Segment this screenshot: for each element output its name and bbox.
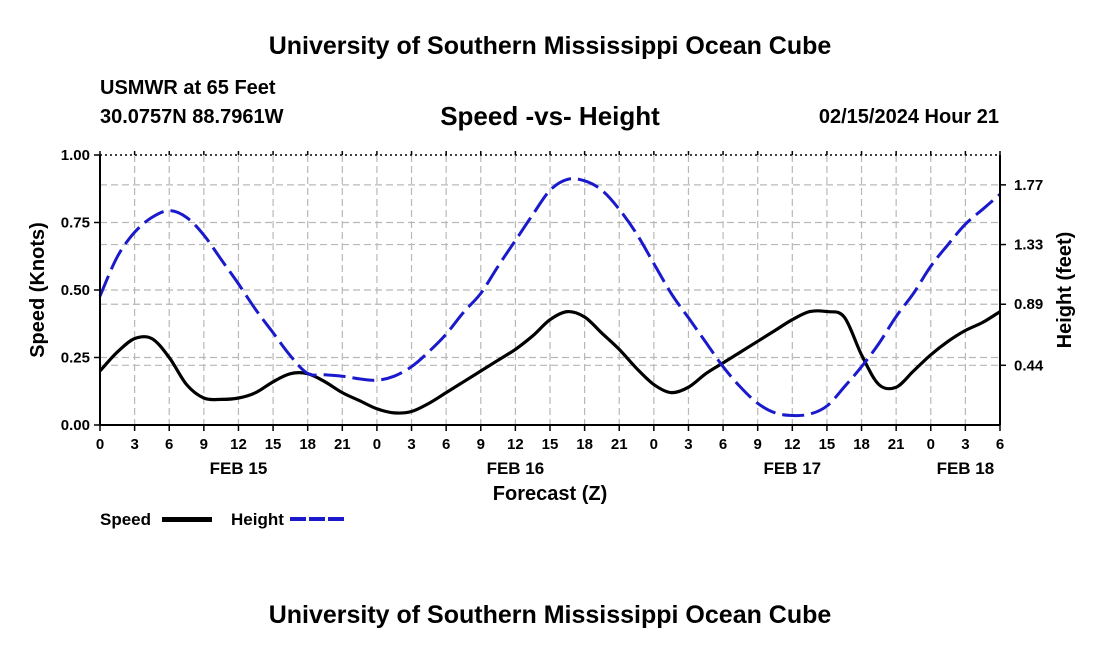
x-tick-label: 12 — [507, 436, 524, 453]
x-tick-label: 0 — [927, 436, 935, 453]
series-line-speed — [98, 309, 1001, 415]
x-tick-label: 3 — [684, 436, 692, 453]
x-tick-label: 6 — [442, 436, 450, 453]
y2-tick-label: 0.44 — [1014, 357, 1044, 374]
station-coordinates: 30.0757N 88.7961W — [100, 106, 284, 128]
series-layer — [98, 177, 1001, 418]
x-tick-label: 18 — [853, 436, 870, 453]
x-tick-label: 9 — [754, 436, 762, 453]
x-tick-label: 18 — [576, 436, 593, 453]
x-axis-title: Forecast (Z) — [493, 483, 607, 505]
y2-tick-label: 1.33 — [1014, 237, 1043, 254]
label-layer: 0 3 6 9 12 15 18 21 0 3 6 9 12 15 18 21 0 3 6 9 12 15 18 21 0 3 6F… — [27, 147, 1076, 505]
date-label: FEB 16 — [487, 459, 545, 478]
legend-speed-label: Speed — [100, 510, 152, 529]
series-line-height — [98, 177, 1001, 418]
axes-layer — [94, 151, 1006, 431]
chart-subtitle: Speed -vs- Height — [440, 101, 660, 131]
x-tick-label: 15 — [819, 436, 836, 453]
y2-axis-title: Height (feet) — [1054, 232, 1076, 349]
footer-title: University of Southern Mississippi Ocean… — [268, 601, 832, 629]
x-tick-label: 3 — [130, 436, 138, 453]
x-tick-label: 21 — [611, 436, 628, 453]
forecast-datetime: 02/15/2024 Hour 21 — [818, 106, 999, 128]
y2-tick-label: 1.77 — [1014, 177, 1043, 194]
y2-tick-label: 0.89 — [1014, 296, 1043, 313]
station-label: USMWR at 65 Feet — [100, 77, 276, 99]
page-title: University of Southern Mississippi Ocean… — [268, 32, 832, 60]
x-tick-label: 21 — [334, 436, 351, 453]
y-tick-label: 0.75 — [61, 215, 90, 232]
legend-speed-swatch — [162, 517, 212, 522]
x-tick-label: 3 — [961, 436, 969, 453]
y-tick-label: 0.50 — [61, 282, 90, 299]
x-tick-label: 3 — [407, 436, 415, 453]
x-tick-label: 12 — [784, 436, 801, 453]
x-tick-label: 21 — [888, 436, 905, 453]
x-tick-label: 6 — [165, 436, 173, 453]
x-tick-label: 6 — [996, 436, 1004, 453]
x-tick-label: 9 — [477, 436, 485, 453]
x-tick-label: 15 — [265, 436, 282, 453]
grid-layer — [100, 155, 1000, 425]
date-label: FEB 17 — [763, 459, 821, 478]
x-tick-label: 15 — [542, 436, 559, 453]
x-tick-label: 6 — [719, 436, 727, 453]
x-tick-label: 18 — [299, 436, 316, 453]
y-tick-label: 0.25 — [61, 350, 90, 367]
x-tick-label: 12 — [230, 436, 247, 453]
legend-height-swatch — [290, 517, 344, 521]
y-tick-label: 1.00 — [61, 147, 90, 164]
x-tick-label: 0 — [650, 436, 658, 453]
x-tick-label: 9 — [200, 436, 208, 453]
legend-height-label: Height — [231, 510, 284, 529]
x-tick-label: 0 — [96, 436, 104, 453]
x-tick-label: 0 — [373, 436, 381, 453]
date-label: FEB 18 — [937, 459, 995, 478]
y-tick-label: 0.00 — [61, 417, 90, 434]
date-label: FEB 15 — [210, 459, 268, 478]
y-axis-title: Speed (Knots) — [27, 222, 49, 358]
